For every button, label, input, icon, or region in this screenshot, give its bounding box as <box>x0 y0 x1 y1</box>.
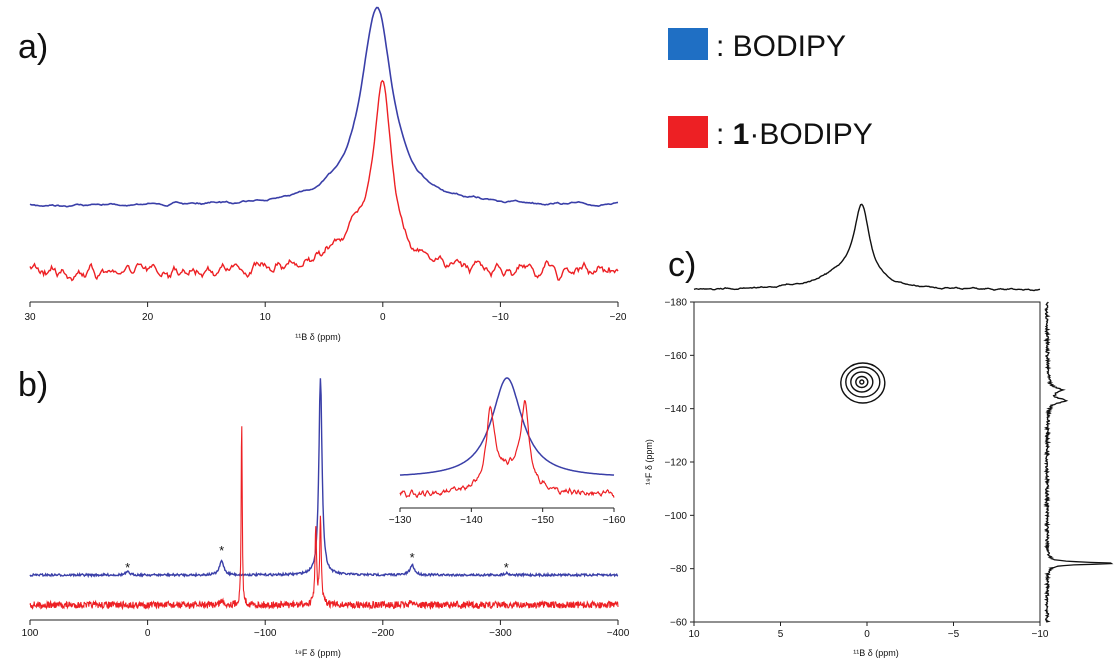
x-tick-label-b: 100 <box>22 628 39 639</box>
panel-label-c: c) <box>668 246 696 284</box>
x-tick-label-b: −400 <box>607 628 630 639</box>
x-tick-label-b: −300 <box>489 628 512 639</box>
panel-label-a: a) <box>18 28 48 66</box>
y-tick-label-c: −120 <box>664 458 687 469</box>
contour-level <box>855 375 869 389</box>
inset-line-1-bodipy <box>399 399 615 499</box>
x-tick-label-c: 0 <box>864 629 870 640</box>
panel-label-b: b) <box>18 366 48 404</box>
y-tick-label-c: −180 <box>664 298 687 309</box>
legend-label-1-bodipy: : 1·BODIPY <box>716 118 873 151</box>
x-tick-label-inset: −140 <box>460 515 483 526</box>
x-tick-label-a: 0 <box>380 312 386 323</box>
x-tick-label-c: 5 <box>778 629 784 640</box>
spinning-sideband-marker: * <box>125 560 130 575</box>
x-tick-label-b: −100 <box>254 628 277 639</box>
plot-frame-c <box>693 301 1041 623</box>
y-tick-label-c: −100 <box>664 511 687 522</box>
y-axis-label-c: ¹⁹F δ (ppm) <box>644 439 654 485</box>
x-tick-label-a: 30 <box>24 312 36 323</box>
x-tick-label-c: −5 <box>948 629 960 640</box>
legend-swatch-1-bodipy <box>668 116 708 148</box>
y-tick-label-c: −60 <box>670 618 687 629</box>
spinning-sideband-marker: * <box>504 560 509 575</box>
legend-label-bodipy: : BODIPY <box>716 30 846 63</box>
series-line-1-bodipy-a <box>29 79 619 282</box>
series-line-bodipy-a <box>29 6 619 208</box>
x-tick-label-a: 20 <box>142 312 154 323</box>
spinning-sideband-marker: * <box>410 550 415 565</box>
x-tick-label-inset: −160 <box>603 515 626 526</box>
x-axis-label-a: ¹¹B δ (ppm) <box>295 332 341 342</box>
legend: : BODIPY : 1·BODIPY <box>668 28 873 151</box>
y-tick-label-c: −160 <box>664 351 687 362</box>
projection-19f <box>1043 301 1114 623</box>
x-tick-label-c: 10 <box>688 629 700 640</box>
x-tick-label-c: −10 <box>1032 629 1049 640</box>
x-axis-label-b: ¹⁹F δ (ppm) <box>295 648 341 658</box>
contour-level <box>845 366 881 398</box>
panel-b: 100 0 −100 −200 −300 −400 * * * * −130 −140 −150 −160 <box>22 377 630 639</box>
x-tick-label-b: 0 <box>145 628 151 639</box>
x-tick-label-a: −10 <box>492 312 509 323</box>
x-tick-label-inset: −130 <box>389 515 412 526</box>
contour-level <box>840 362 886 404</box>
panel-a: 30 20 10 0 −10 −20 <box>24 6 627 323</box>
x-tick-label-a: 10 <box>260 312 272 323</box>
x-tick-label-b: −200 <box>372 628 395 639</box>
projection-11b <box>693 203 1041 292</box>
inset-line-bodipy <box>399 377 615 476</box>
x-tick-label-inset: −150 <box>531 515 554 526</box>
contour-level <box>859 379 865 385</box>
legend-swatch-bodipy <box>668 28 708 60</box>
x-tick-label-a: −20 <box>610 312 627 323</box>
panel-c: 10 5 0 −5 −10 −180 −160 −140 −120 −100 −80 −60 <box>664 203 1114 640</box>
y-tick-label-c: −140 <box>664 404 687 415</box>
series-line-bodipy-b <box>29 378 619 579</box>
series-line-1-bodipy-b <box>29 426 619 611</box>
y-tick-label-c: −80 <box>670 564 687 575</box>
contour-level <box>850 371 874 393</box>
spinning-sideband-marker: * <box>219 543 224 558</box>
x-axis-label-c: ¹¹B δ (ppm) <box>853 648 899 658</box>
